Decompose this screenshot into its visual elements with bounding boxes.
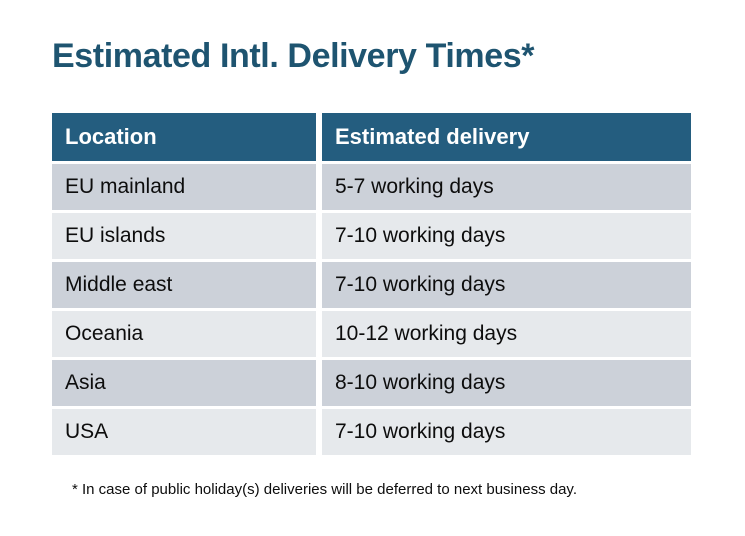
cell-location: Asia	[52, 360, 316, 406]
cell-delivery: 7-10 working days	[322, 409, 691, 455]
table-row: EU mainland 5-7 working days	[52, 164, 691, 210]
cell-delivery: 7-10 working days	[322, 262, 691, 308]
cell-delivery: 7-10 working days	[322, 213, 691, 259]
table-row: EU islands 7-10 working days	[52, 213, 691, 259]
cell-location: Oceania	[52, 311, 316, 357]
column-header-location: Location	[52, 113, 316, 161]
page-title: Estimated Intl. Delivery Times*	[52, 37, 535, 75]
cell-delivery: 5-7 working days	[322, 164, 691, 210]
cell-location: Middle east	[52, 262, 316, 308]
cell-location: EU islands	[52, 213, 316, 259]
column-header-estimated-delivery: Estimated delivery	[322, 113, 691, 161]
table-row: Asia 8-10 working days	[52, 360, 691, 406]
cell-delivery: 8-10 working days	[322, 360, 691, 406]
table-row: Oceania 10-12 working days	[52, 311, 691, 357]
table-row: USA 7-10 working days	[52, 409, 691, 455]
cell-location: EU mainland	[52, 164, 316, 210]
delivery-times-table: Location Estimated delivery EU mainland …	[52, 113, 691, 458]
cell-location: USA	[52, 409, 316, 455]
table-row: Middle east 7-10 working days	[52, 262, 691, 308]
footnote-text: * In case of public holiday(s) deliverie…	[72, 481, 577, 498]
cell-delivery: 10-12 working days	[322, 311, 691, 357]
table-header-row: Location Estimated delivery	[52, 113, 691, 161]
